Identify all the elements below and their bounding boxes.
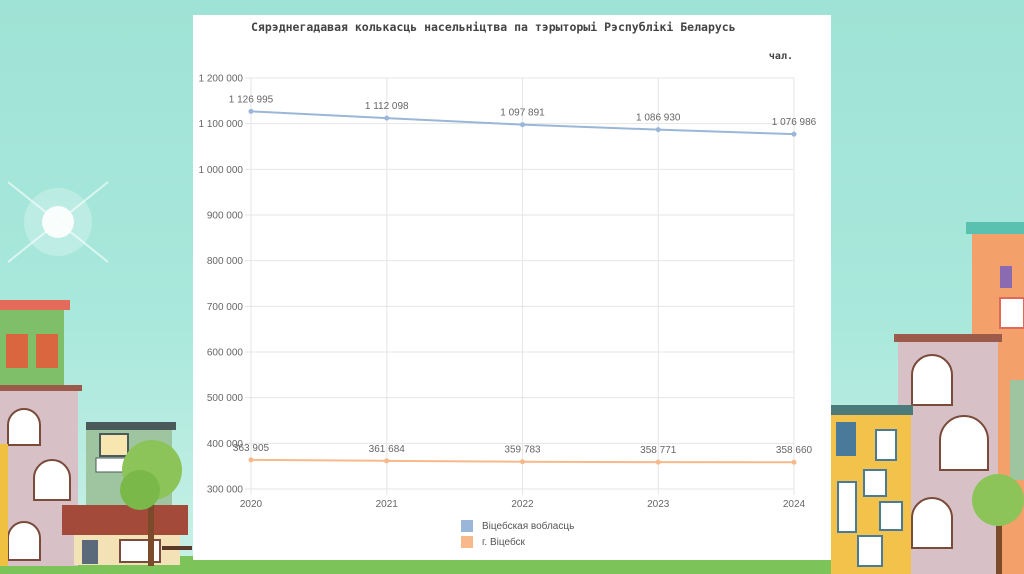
- y-tick-label: 1 100 000: [199, 119, 244, 130]
- tree-right: [972, 474, 1024, 574]
- y-tick-label: 400 000: [207, 439, 244, 450]
- sun-icon: [7, 181, 109, 263]
- x-tick-label: 2020: [240, 499, 263, 510]
- data-point: [655, 459, 661, 465]
- y-tick-label: 300 000: [207, 485, 244, 496]
- chart-card: Сярэднегадавая колькасць насельніцтва па…: [193, 15, 831, 560]
- y-tick-label: 700 000: [207, 302, 244, 313]
- data-label: 358 771: [640, 445, 677, 456]
- x-tick-label: 2023: [647, 499, 670, 510]
- legend-swatch-vitebsk-city: [461, 536, 473, 548]
- x-tick-label: 2021: [376, 499, 399, 510]
- data-point: [384, 458, 390, 464]
- chart-title: Сярэднегадавая колькасць насельніцтва па…: [251, 20, 736, 34]
- data-label: 1 112 098: [365, 101, 409, 112]
- data-label: 1 086 930: [636, 113, 681, 124]
- legend-label-vitebsk-city: г. Віцебск: [482, 536, 525, 548]
- data-point: [520, 122, 525, 128]
- y-tick-label: 800 000: [207, 256, 244, 267]
- legend-label-vitebsk-region: Віцебская вобласць: [482, 520, 575, 532]
- y-tick-label: 500 000: [207, 393, 244, 404]
- line-chart: 300 000 400 000 500 000 600 000 700 000 800 0…: [199, 74, 817, 511]
- data-label: 1 126 995: [229, 94, 274, 105]
- legend-item-vitebsk-city[interactable]: г. Віцебск: [461, 536, 525, 548]
- data-point: [384, 115, 390, 121]
- ground: [0, 556, 1024, 574]
- data-label: 1 076 986: [772, 117, 817, 128]
- left-buildings: [0, 300, 188, 566]
- data-point: [655, 127, 661, 133]
- x-tick-label: 2022: [511, 499, 534, 510]
- y-tick-label: 1 000 000: [199, 165, 244, 176]
- data-point: [791, 131, 797, 137]
- data-label: 358 660: [776, 445, 813, 456]
- data-point: [520, 459, 525, 465]
- data-label: 363 905: [233, 443, 270, 454]
- data-label: 359 783: [504, 445, 541, 456]
- y-tick-label: 900 000: [207, 211, 244, 222]
- tree-left: [120, 440, 192, 566]
- data-label: 1 097 891: [500, 108, 545, 119]
- data-point: [248, 457, 254, 463]
- legend-item-vitebsk-region[interactable]: Віцебская вобласць: [461, 520, 574, 532]
- legend-swatch-vitebsk-region: [461, 520, 473, 532]
- x-tick-label: 2024: [783, 499, 806, 510]
- data-point: [791, 459, 797, 465]
- data-point: [248, 108, 254, 114]
- y-tick-label: 600 000: [207, 348, 244, 359]
- y-tick-label: 1 200 000: [199, 74, 244, 85]
- unit-label: чал.: [768, 51, 793, 62]
- data-label: 361 684: [369, 444, 406, 455]
